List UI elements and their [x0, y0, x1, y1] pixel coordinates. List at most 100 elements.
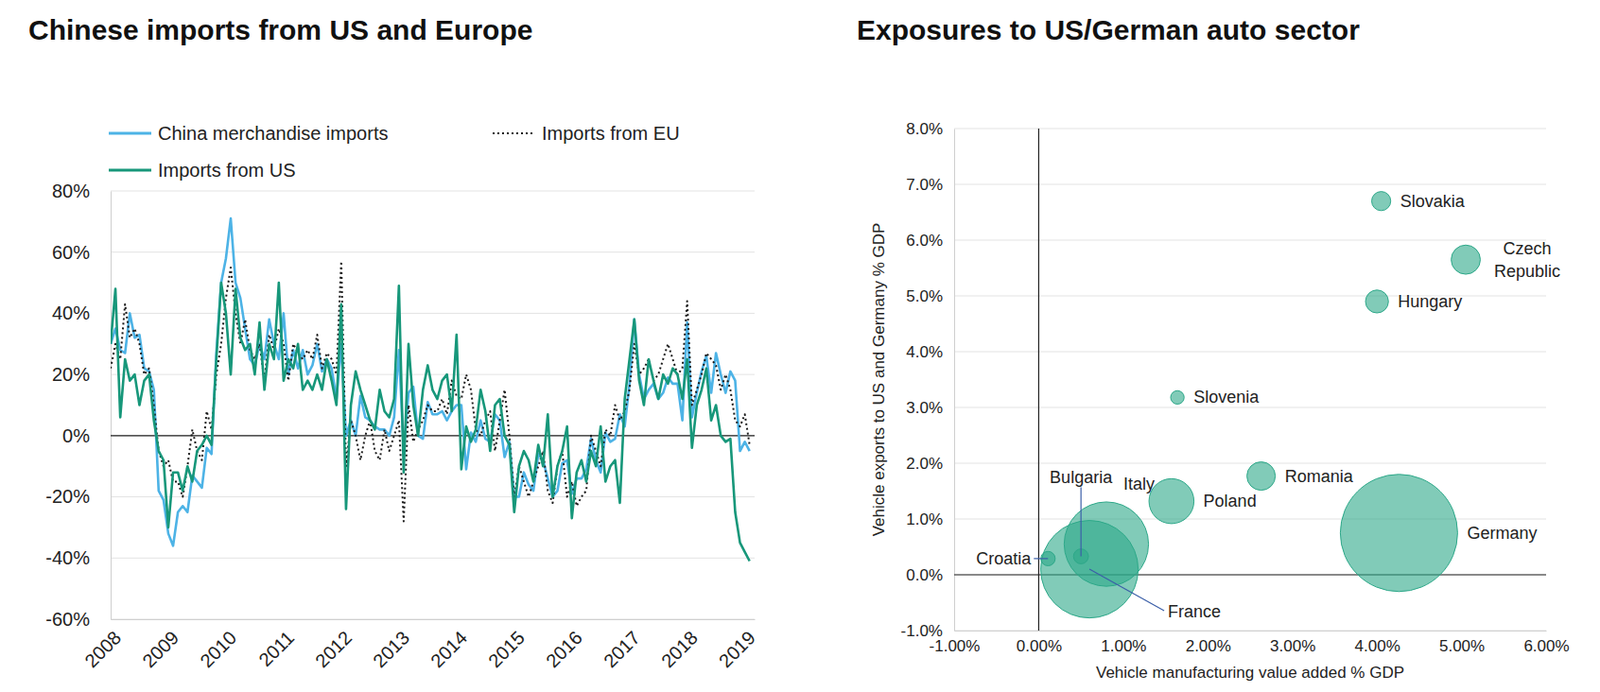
- axis-line: [111, 619, 756, 621]
- grid-line: [954, 351, 1547, 353]
- tick: 2012: [311, 619, 356, 672]
- tick-label: 2016: [541, 626, 587, 672]
- tick: 2009: [138, 619, 183, 672]
- tick: 2019: [714, 619, 760, 672]
- tick: 2014: [426, 619, 471, 672]
- y-axis: -60% -40% -20% 0% 20% 40% 60% 80%: [45, 180, 111, 630]
- tick: 2016: [541, 619, 587, 672]
- y-axis: -1.0%0.0%1.0%2.0%3.0%4.0%5.0%6.0%7.0%8.0…: [901, 120, 956, 641]
- axis-line: [955, 630, 1548, 632]
- tick-label: 2.0%: [905, 454, 943, 473]
- tick: 4.0%: [905, 343, 955, 362]
- x-axis: 2008200920102011201220132014201520162017…: [80, 619, 760, 672]
- legend-swatch: [492, 132, 536, 135]
- tick: -40%: [45, 547, 111, 569]
- point-label: Croatia: [975, 549, 1032, 569]
- y-axis-title: Vehicle exports to US and Germany % GDP: [869, 223, 888, 538]
- point-label: France: [1167, 602, 1221, 622]
- tick-label: 2019: [714, 626, 760, 672]
- tick: 6.00%: [1523, 630, 1569, 656]
- point-label: Bulgaria: [1049, 468, 1114, 487]
- tick-label: -40%: [45, 547, 90, 569]
- grid-line: [954, 128, 1547, 130]
- tick-label: 2015: [484, 626, 529, 672]
- legend-item: Imports from EU: [492, 122, 680, 144]
- tick-label: 2008: [80, 626, 125, 672]
- tick-label: 2011: [254, 626, 298, 671]
- grid-line: [954, 630, 1547, 632]
- tick-label: 2009: [138, 626, 183, 672]
- tick-label: 2014: [426, 626, 471, 672]
- tick: 6.0%: [905, 231, 955, 250]
- tick: 20%: [52, 364, 111, 385]
- tick-label: 2012: [311, 626, 356, 672]
- tick-label: 8.0%: [905, 120, 943, 139]
- series-line: [110, 282, 750, 561]
- grid-line: [954, 407, 1547, 409]
- series-line: [110, 260, 750, 522]
- bubble: [1451, 244, 1481, 275]
- point-label: Italy: [1123, 474, 1155, 494]
- tick: -60%: [45, 608, 111, 630]
- tick: 3.00%: [1269, 630, 1316, 656]
- grid: [110, 191, 755, 620]
- tick: 2017: [599, 619, 644, 672]
- grid-line: [954, 463, 1547, 465]
- point-label: Slovenia: [1193, 387, 1260, 407]
- grid-line: [110, 191, 755, 192]
- bubble: [1170, 390, 1184, 404]
- tick: 4.00%: [1355, 630, 1401, 656]
- tick: 2011: [254, 619, 298, 671]
- tick: 2008: [80, 619, 125, 672]
- bubble: [1247, 462, 1276, 491]
- leader-line: [1089, 569, 1165, 611]
- grid-line: [110, 496, 755, 498]
- tick-label: 4.00%: [1355, 637, 1401, 656]
- grid-line: [110, 619, 755, 621]
- legend-item: Imports from US: [108, 159, 296, 181]
- point-label: Romania: [1285, 467, 1355, 487]
- tick-label: 40%: [52, 302, 90, 324]
- zero-line: [1038, 128, 1040, 631]
- tick: 2.00%: [1185, 630, 1232, 656]
- bubble: [1063, 502, 1148, 587]
- tick: -20%: [45, 486, 111, 507]
- tick-label: -1.00%: [929, 637, 981, 656]
- grid-line: [110, 251, 755, 253]
- axis-line: [954, 129, 956, 632]
- chart-title: Exposures to US/German auto sector: [856, 14, 1360, 46]
- tick: 40%: [52, 302, 111, 324]
- tick: 0.0%: [905, 566, 955, 585]
- tick-label: 0.00%: [1016, 637, 1062, 656]
- tick: 80%: [52, 180, 111, 202]
- tick-label: 5.0%: [905, 287, 943, 306]
- tick-label: 20%: [52, 364, 90, 385]
- bubble: [1365, 290, 1389, 314]
- tick-label: 1.0%: [905, 510, 943, 529]
- grid-line: [110, 313, 755, 314]
- grid-line: [954, 519, 1547, 521]
- tick: 2015: [484, 619, 529, 672]
- tick: 60%: [52, 242, 111, 263]
- point-labels: GermanyFranceItalyPolandRomaniaCzechRepu…: [975, 191, 1561, 622]
- legend-label: Imports from US: [157, 159, 296, 181]
- leader-line: [1080, 487, 1082, 557]
- tick: 0.00%: [1016, 630, 1062, 656]
- point-label: Slovakia: [1400, 191, 1466, 211]
- tick: 0%: [62, 425, 111, 447]
- grid-line: [110, 374, 755, 376]
- tick-label: 2018: [657, 626, 702, 672]
- tick-label: 0%: [62, 425, 90, 447]
- point-label: CzechRepublic: [1494, 239, 1561, 281]
- tick-label: 2013: [368, 626, 414, 672]
- axis-line: [110, 191, 112, 621]
- x-axis-title: Vehicle manufacturing value added % GDP: [1095, 663, 1405, 682]
- tick-label: 5.00%: [1439, 637, 1485, 656]
- tick: 2.0%: [905, 454, 955, 473]
- tick-label: 6.00%: [1523, 637, 1569, 656]
- tick: 2013: [368, 619, 414, 672]
- bubble-chart: Exposures to US/German auto sector-1.0%0…: [856, 14, 1570, 682]
- bubble: [1372, 191, 1392, 211]
- legend-swatch: [108, 132, 152, 136]
- tick-label: -20%: [45, 486, 90, 507]
